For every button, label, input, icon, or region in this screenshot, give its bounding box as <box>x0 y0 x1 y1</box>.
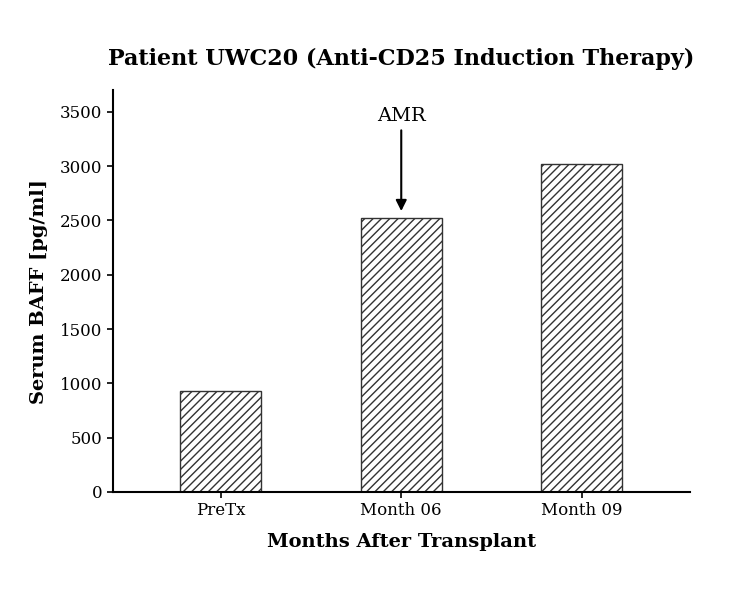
Bar <box>541 164 622 492</box>
Title: Patient UWC20 (Anti-CD25 Induction Therapy): Patient UWC20 (Anti-CD25 Induction Thera… <box>108 48 694 70</box>
Y-axis label: Serum BAFF [pg/ml]: Serum BAFF [pg/ml] <box>31 179 49 403</box>
Bar <box>361 218 442 492</box>
X-axis label: Months After Transplant: Months After Transplant <box>267 533 536 551</box>
Text: AMR: AMR <box>376 107 426 209</box>
Bar <box>180 391 262 492</box>
